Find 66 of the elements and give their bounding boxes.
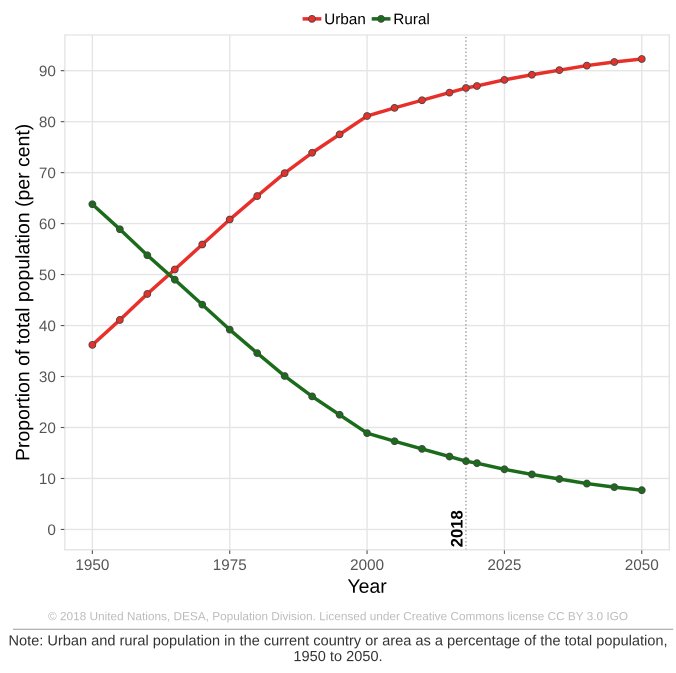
x-axis-title: Year bbox=[348, 579, 386, 593]
point bbox=[390, 437, 398, 446]
point bbox=[116, 225, 124, 234]
point bbox=[363, 112, 371, 120]
point bbox=[336, 410, 344, 419]
point bbox=[88, 341, 96, 349]
point bbox=[226, 216, 234, 224]
y-axis-title: Proportion of total population (per cent) bbox=[15, 124, 34, 460]
point bbox=[280, 372, 289, 380]
text: © 2018 United Nations, DESA, Population Division. Licensed under Creative Commons license CC BY 3.0 IGO bbox=[48, 612, 628, 623]
x-tick-label: 1950 bbox=[76, 559, 109, 570]
point bbox=[280, 169, 289, 178]
y-tick-label: 10 bbox=[40, 473, 56, 484]
point bbox=[528, 70, 536, 79]
point bbox=[336, 130, 344, 138]
point bbox=[253, 192, 262, 200]
point bbox=[198, 300, 206, 309]
y-tick-label: 70 bbox=[40, 167, 56, 178]
y-tick-label: 50 bbox=[39, 269, 56, 280]
point bbox=[226, 326, 234, 334]
point bbox=[143, 290, 152, 298]
y-tick-label: 80 bbox=[40, 116, 56, 128]
point bbox=[610, 483, 618, 492]
y-tick-label: 90 bbox=[40, 66, 56, 76]
y-tick-label: 30 bbox=[39, 371, 56, 382]
point bbox=[198, 240, 206, 248]
point bbox=[308, 148, 316, 157]
point bbox=[528, 470, 536, 478]
text: Note: Urban and rural population in the current country or area as a percentage of the total population, 1950 to 2050. bbox=[10, 634, 666, 662]
legend-label: Rural bbox=[394, 13, 429, 24]
point bbox=[555, 475, 564, 483]
point bbox=[638, 486, 646, 494]
point bbox=[582, 480, 591, 488]
point bbox=[462, 457, 470, 466]
x-tick-label: 1975 bbox=[214, 559, 246, 570]
point bbox=[473, 459, 481, 468]
point bbox=[582, 62, 591, 70]
legend-label: Urban bbox=[325, 13, 365, 24]
point bbox=[308, 392, 316, 400]
point bbox=[418, 445, 426, 453]
point bbox=[253, 349, 262, 357]
y-tick-label: 20 bbox=[40, 422, 56, 434]
point bbox=[610, 58, 618, 66]
point bbox=[116, 316, 124, 324]
point bbox=[446, 88, 454, 96]
y-tick-label: 0 bbox=[48, 524, 56, 536]
ref-line-label: 2018 bbox=[450, 510, 463, 547]
point bbox=[88, 200, 96, 208]
point bbox=[462, 84, 470, 92]
point bbox=[446, 452, 454, 460]
point bbox=[390, 104, 398, 112]
x-tick-label: 2025 bbox=[488, 559, 521, 570]
point bbox=[363, 429, 371, 437]
y-tick-label: 60 bbox=[40, 218, 56, 230]
point bbox=[473, 82, 481, 90]
x-tick-label: 2050 bbox=[626, 559, 658, 570]
point bbox=[418, 96, 426, 104]
point bbox=[638, 55, 646, 63]
point bbox=[500, 465, 508, 474]
x-tick-label: 2000 bbox=[350, 559, 384, 570]
point bbox=[500, 76, 508, 84]
point bbox=[170, 276, 179, 284]
y-tick-label: 40 bbox=[39, 320, 56, 332]
point bbox=[143, 251, 152, 260]
point bbox=[170, 266, 179, 274]
point bbox=[555, 66, 564, 74]
